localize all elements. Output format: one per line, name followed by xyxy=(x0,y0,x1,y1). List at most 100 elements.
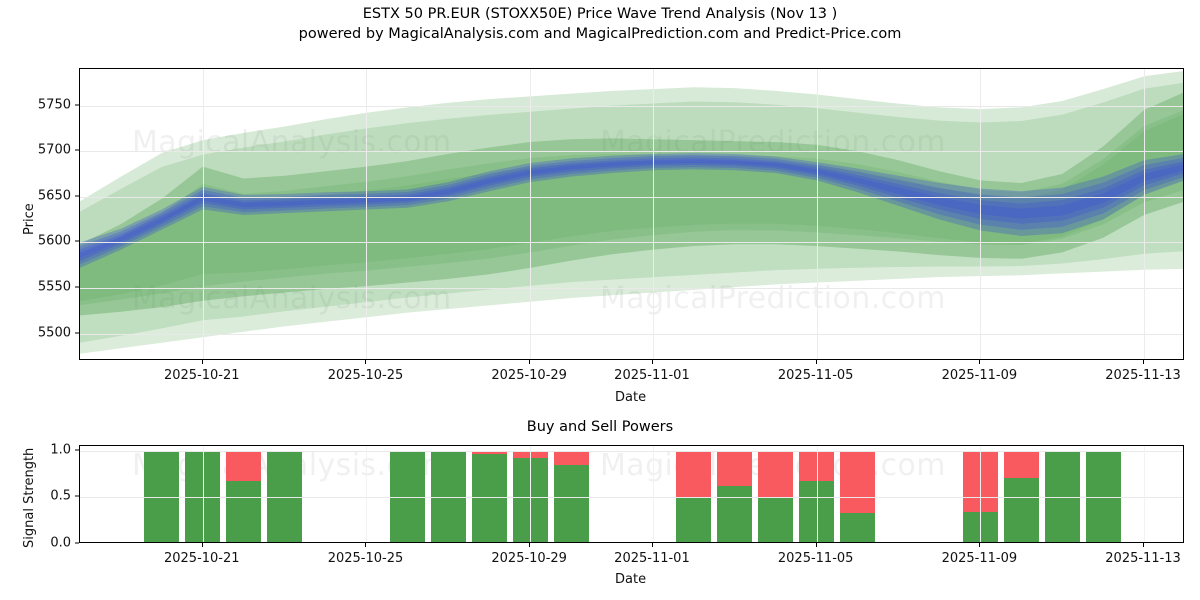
price-x-tick-mark xyxy=(1143,360,1145,364)
bar-x-tick-mark xyxy=(201,543,203,547)
price-x-tick-label: 2025-11-09 xyxy=(941,368,1018,383)
price-gridline-v xyxy=(202,69,204,359)
bar-segment-buy xyxy=(1003,477,1039,542)
price-band xyxy=(80,110,1183,343)
bar-x-tick-label: 2025-11-09 xyxy=(941,551,1018,566)
page-title: ESTX 50 PR.EUR (STOXX50E) Price Wave Tre… xyxy=(362,6,838,22)
chart-title-block: ESTX 50 PR.EUR (STOXX50E) Price Wave Tre… xyxy=(0,4,1200,44)
bar-x-tick-label: 2025-10-21 xyxy=(163,551,240,566)
page-subtitle: powered by MagicalAnalysis.com and Magic… xyxy=(298,26,902,42)
bar-segment-buy xyxy=(676,497,712,542)
bar-segment-buy xyxy=(717,486,753,542)
price-band xyxy=(80,92,1183,316)
bar-segment-sell xyxy=(758,450,794,498)
bar-x-tick-label: 2025-10-25 xyxy=(327,551,404,566)
price-x-tick-mark xyxy=(815,360,817,364)
bar-x-axis-title: Date xyxy=(615,572,647,587)
price-y-tick-mark xyxy=(75,286,79,288)
price-x-tick-label: 2025-11-13 xyxy=(1105,368,1181,383)
bar-segment-buy xyxy=(430,450,466,542)
bar-x-tick-mark xyxy=(651,543,653,547)
price-y-tick-label: 5700 xyxy=(37,142,71,158)
price-x-tick-mark xyxy=(201,360,203,364)
price-gridline-h xyxy=(80,333,1183,335)
price-gridline-h xyxy=(80,105,1183,107)
bar-x-tick-mark xyxy=(815,543,817,547)
price-x-tick-mark xyxy=(365,360,367,364)
bar-segment-buy xyxy=(144,450,180,542)
bar-segment-buy xyxy=(1085,450,1121,542)
bar-chart-title: Buy and Sell Powers xyxy=(526,419,674,435)
price-x-tick-label: 2025-10-25 xyxy=(327,368,404,383)
bar-y-tick-label: 0.0 xyxy=(50,535,71,551)
bar-gridline-v xyxy=(530,446,532,542)
price-gridline-v xyxy=(652,69,654,359)
price-y-tick-label: 5600 xyxy=(37,233,71,249)
price-band xyxy=(80,159,1183,258)
price-gridline-v xyxy=(530,69,532,359)
price-y-tick-mark xyxy=(75,104,79,105)
price-y-axis-title: Price xyxy=(22,203,37,235)
price-gridline-v xyxy=(366,69,368,359)
price-x-tick-mark xyxy=(979,360,981,364)
price-x-tick-label: 2025-10-21 xyxy=(163,368,240,383)
bar-gridline-v xyxy=(652,446,654,542)
bar-segment-sell xyxy=(226,450,262,482)
price-gridline-h xyxy=(80,288,1183,289)
bar-gridline-v xyxy=(1144,446,1146,542)
bar-x-tick-mark xyxy=(1143,543,1145,547)
price-y-tick-mark xyxy=(75,195,79,197)
price-band xyxy=(80,152,1183,268)
price-gridline-h xyxy=(80,242,1183,244)
bar-segment-buy xyxy=(840,513,876,542)
price-y-tick-mark xyxy=(75,149,79,151)
bar-segment-sell xyxy=(471,450,507,455)
bar-segment-sell xyxy=(553,450,589,465)
price-band xyxy=(80,155,1183,265)
bar-segment-buy xyxy=(1044,450,1080,542)
bar-segment-buy xyxy=(267,450,303,542)
bar-gridline-h xyxy=(80,497,1183,499)
bar-gridline-v xyxy=(980,446,982,542)
bar-segment-buy xyxy=(471,454,507,542)
bar-x-tick-label: 2025-10-29 xyxy=(491,551,567,566)
price-y-tick-label: 5500 xyxy=(37,325,71,341)
price-gridline-h xyxy=(80,196,1183,198)
bar-segment-buy xyxy=(226,481,262,542)
bar-y-tick-mark xyxy=(75,449,79,451)
price-gridline-v xyxy=(816,69,818,359)
price-y-tick-label: 5750 xyxy=(37,97,71,112)
bar-x-tick-label: 2025-11-01 xyxy=(614,551,690,566)
bar-x-tick-mark xyxy=(529,543,531,547)
bar-series-host xyxy=(80,446,1183,542)
bar-segment-buy xyxy=(553,464,589,542)
bar-x-tick-label: 2025-11-05 xyxy=(777,551,854,566)
bar-x-tick-mark xyxy=(979,543,981,547)
bar-segment-buy xyxy=(389,450,425,542)
price-x-tick-mark xyxy=(529,360,531,364)
bar-segment-sell xyxy=(676,450,712,498)
price-gridline-h xyxy=(80,151,1183,153)
bar-y-tick-label: 0.5 xyxy=(50,488,71,504)
price-x-tick-label: 2025-11-05 xyxy=(777,368,854,383)
bar-segment-sell xyxy=(717,450,753,487)
price-wave-bands xyxy=(80,71,1183,354)
bar-segment-sell xyxy=(840,450,876,514)
price-plot-area: MagicalAnalysis.com MagicalPrediction.co… xyxy=(79,68,1184,360)
price-y-tick-label: 5550 xyxy=(37,279,71,295)
price-band xyxy=(80,157,1183,261)
bar-x-tick-mark xyxy=(365,543,367,547)
bar-y-tick-mark xyxy=(75,542,79,544)
bar-segment-sell xyxy=(1003,450,1039,478)
price-y-tick-mark xyxy=(75,332,79,334)
bar-gridline-v xyxy=(816,446,818,542)
bar-x-tick-label: 2025-11-13 xyxy=(1105,551,1181,566)
bar-gridline-v xyxy=(202,446,204,542)
bar-gridline-v xyxy=(366,446,368,542)
bar-gridline-h xyxy=(80,450,1183,452)
bar-plot-area: MagicalAnalysis.com MagicalPrediction.co… xyxy=(79,445,1184,543)
price-x-axis-title: Date xyxy=(615,390,647,405)
price-gridline-v xyxy=(980,69,982,359)
bar-segment-buy xyxy=(758,497,794,542)
